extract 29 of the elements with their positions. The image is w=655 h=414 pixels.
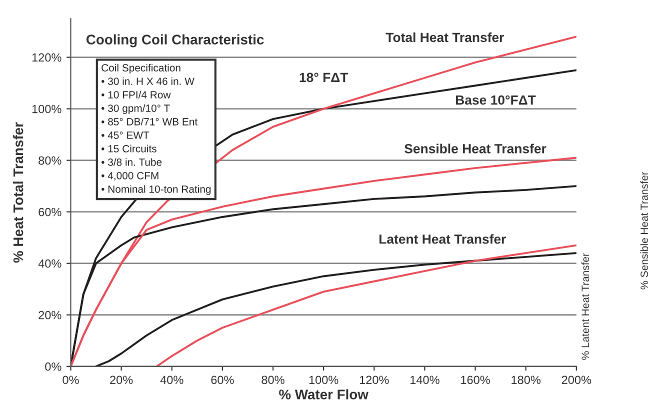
x-tick-label: 180% — [512, 376, 541, 384]
x-tick-label: 20% — [110, 376, 133, 384]
x-tick-label: 200% — [562, 376, 592, 384]
y-axis-title: % Heat Total Transfer — [13, 122, 24, 263]
x-axis-title: % Water Flow — [279, 389, 368, 400]
x-tick-label: 0% — [62, 376, 79, 384]
x-tick-label: 40% — [160, 376, 184, 384]
text: % Latent Heat Transfer — [581, 253, 590, 360]
x-tick-label: 160% — [461, 376, 490, 384]
y-tick-label: 120% — [32, 53, 62, 62]
x-tick-label: 60% — [211, 376, 234, 384]
x-tick-label: 80% — [262, 376, 284, 384]
x-tick-label: 120% — [360, 376, 389, 384]
y-tick-label: 40% — [38, 259, 62, 268]
annotation: 18° FΔT — [300, 72, 348, 82]
y-tick-label: 20% — [38, 310, 62, 320]
annotation: Latent Heat Transfer — [379, 234, 506, 244]
x-tick-label: 140% — [410, 376, 440, 384]
text: Coil Specification • 30 in. H X 46 in. W • 10 FPI/4 Row • 30 gpm/10° T • 85° DB/71° WB Ent • 45° EWT • 15 Circuits • 3/8 in. Tube • 4,000 CFM • Nominal 10-ton Rating — [101, 64, 211, 195]
annotation: Sensible Heat Transfer — [404, 144, 546, 154]
y-tick-label: 60% — [38, 208, 62, 216]
x-tick-label: 100% — [309, 376, 338, 384]
annotation: Total Heat Transfer — [386, 32, 504, 42]
text: % Sensible Heat Transfer — [640, 172, 648, 290]
annotation: Base 10°FΔT — [456, 95, 536, 105]
text: Cooling Coil Characteristic — [86, 34, 264, 48]
y-tick-label: 100% — [32, 104, 62, 114]
y-tick-label: 0% — [45, 362, 62, 371]
y-tick-label: 80% — [38, 156, 62, 165]
